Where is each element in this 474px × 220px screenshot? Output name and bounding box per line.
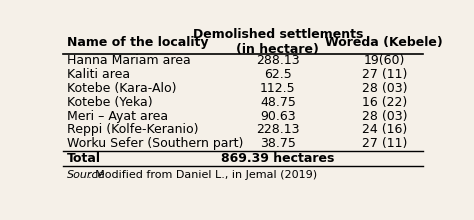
Text: 16 (22): 16 (22) [362,96,407,109]
Text: 28 (03): 28 (03) [362,82,407,95]
Text: 112.5: 112.5 [260,82,296,95]
Text: : Modified from Daniel L., in Jemal (2019): : Modified from Daniel L., in Jemal (201… [88,170,317,180]
Text: 27 (11): 27 (11) [362,68,407,81]
Text: Kotebe (Yeka): Kotebe (Yeka) [66,96,152,109]
Text: Kotebe (Kara-Alo): Kotebe (Kara-Alo) [66,82,176,95]
Text: Woreda (Kebele): Woreda (Kebele) [326,36,443,49]
Text: 28 (03): 28 (03) [362,110,407,123]
Text: 288.13: 288.13 [256,54,300,67]
Text: 27 (11): 27 (11) [362,137,407,150]
Text: 869.39 hectares: 869.39 hectares [221,152,335,165]
Text: Total: Total [66,152,100,165]
Text: 228.13: 228.13 [256,123,300,136]
Text: 19(60): 19(60) [364,54,405,67]
Text: Hanna Mariam area: Hanna Mariam area [66,54,191,67]
Text: 38.75: 38.75 [260,137,296,150]
Text: Demolished settlements
(in hectare): Demolished settlements (in hectare) [192,29,363,57]
Text: Source: Source [66,170,105,180]
Text: Worku Sefer (Southern part): Worku Sefer (Southern part) [66,137,243,150]
Text: 62.5: 62.5 [264,68,292,81]
Text: Name of the locality: Name of the locality [66,36,208,49]
Text: 90.63: 90.63 [260,110,296,123]
Text: Meri – Ayat area: Meri – Ayat area [66,110,168,123]
Text: Kaliti area: Kaliti area [66,68,130,81]
Text: Reppi (Kolfe-Keranio): Reppi (Kolfe-Keranio) [66,123,198,136]
Text: 48.75: 48.75 [260,96,296,109]
Text: 24 (16): 24 (16) [362,123,407,136]
